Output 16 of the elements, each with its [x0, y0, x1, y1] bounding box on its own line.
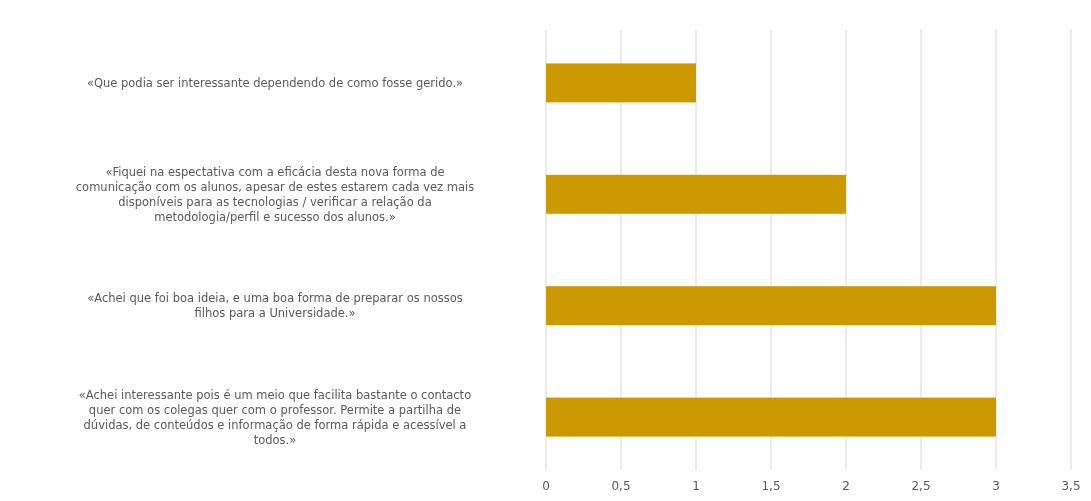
bar	[546, 174, 846, 214]
bar	[546, 397, 996, 437]
x-tick-label: 0	[542, 479, 550, 493]
y-tick-label: «Achei que foi boa ideia, e uma boa forma de preparar os nossos filhos para a Universidade.»	[87, 291, 463, 321]
bar	[546, 63, 696, 103]
x-tick-label: 3	[992, 479, 1000, 493]
bar	[546, 286, 996, 326]
y-tick-label: «Que podia ser interessante dependendo de como fosse gerido.»	[86, 75, 464, 90]
x-tick-label: 3,5	[1061, 479, 1081, 493]
y-tick-label: «Achei interessante pois é um meio que facilita bastante o contacto quer com os colegas quer com o professor. Permite a partilha de dúvidas, de conteúdos e informação de forma rápida e acessível a todos.»	[78, 387, 472, 447]
y-tick-label: «Fiquei na espectativa com a eficácia desta nova forma de comunicação com os alunos, apesar de estes estarem cada vez mais disponíveis para as tecnologias / verificar a relação da metodologia/perfil e sucesso dos alunos.»	[75, 164, 475, 224]
x-tick-label: 1,5	[761, 479, 781, 493]
x-tick-label: 0,5	[611, 479, 631, 493]
x-tick-label: 2,5	[911, 479, 931, 493]
x-tick-label: 2	[842, 479, 850, 493]
x-tick-label: 1	[692, 479, 700, 493]
